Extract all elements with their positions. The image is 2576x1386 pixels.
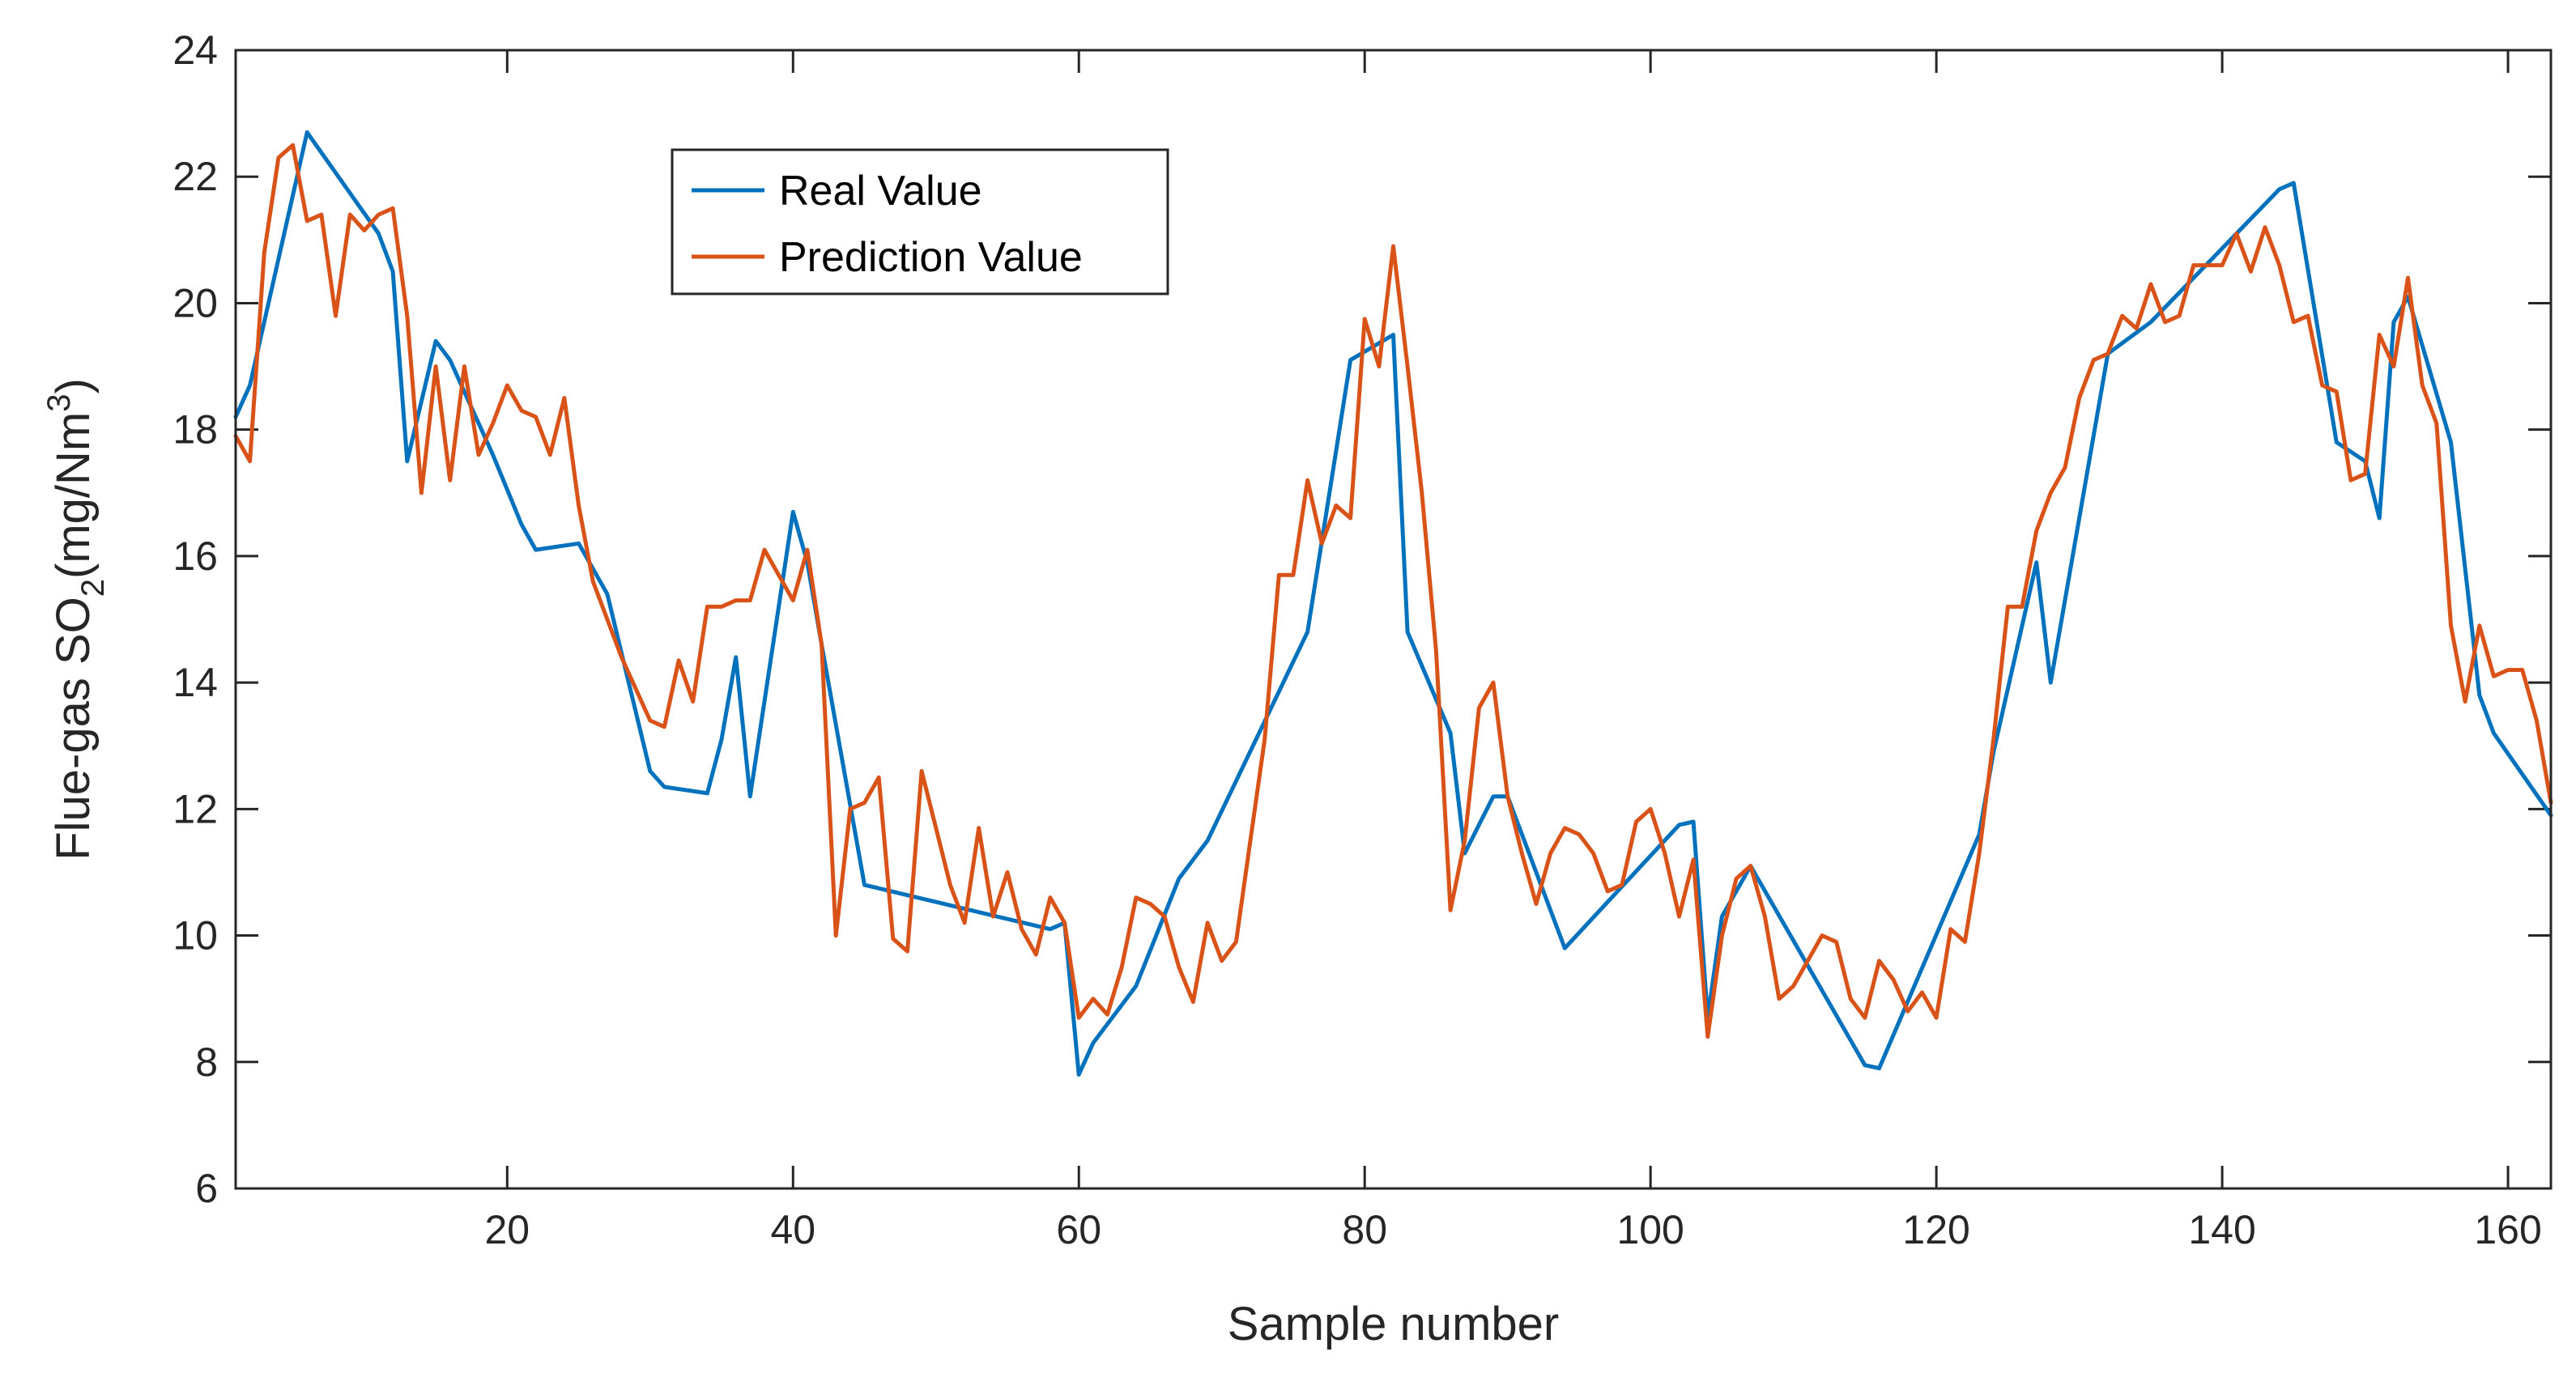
y-tick-label: 24 <box>172 28 218 73</box>
y-axis-label-part: (mg/Nm <box>47 412 100 579</box>
y-tick-label: 8 <box>195 1040 218 1085</box>
y-axis-label-superscript: 3 <box>41 394 77 412</box>
y-tick-label: 16 <box>172 534 218 579</box>
legend: Real Value Prediction Value <box>671 148 1169 295</box>
x-tick-label: 160 <box>2474 1207 2541 1252</box>
plot-frame <box>234 49 2553 1190</box>
y-axis-ticks: 6 8 10 12 14 16 18 20 22 24 <box>172 28 2551 1211</box>
x-tick-label: 40 <box>770 1207 815 1252</box>
legend-box <box>671 148 1169 295</box>
y-axis-label-part: ) <box>47 378 100 393</box>
y-tick-label: 22 <box>172 154 218 199</box>
x-tick-label: 140 <box>2188 1207 2255 1252</box>
y-tick-label: 20 <box>172 280 218 325</box>
x-tick-label: 20 <box>485 1207 530 1252</box>
x-tick-label: 60 <box>1056 1207 1101 1252</box>
y-tick-label: 6 <box>195 1166 218 1211</box>
y-axis-label-part: Flue-gas SO <box>47 597 100 861</box>
x-axis-label: Sample number <box>1228 1298 1559 1350</box>
y-tick-label: 18 <box>172 407 218 453</box>
legend-label-prediction-value: Prediction Value <box>779 234 1083 281</box>
y-tick-label: 10 <box>172 913 218 959</box>
x-tick-label: 80 <box>1342 1207 1387 1252</box>
x-tick-label: 100 <box>1616 1207 1684 1252</box>
legend-label-real-value: Real Value <box>779 168 982 215</box>
y-tick-label: 12 <box>172 786 218 831</box>
series-layer <box>233 130 2553 1077</box>
x-axis-ticks: 20 40 60 80 100 120 140 160 <box>485 50 2542 1252</box>
y-tick-label: 14 <box>172 660 218 705</box>
plot-area <box>236 50 2551 1188</box>
x-tick-label: 120 <box>1902 1207 1969 1252</box>
y-axis-label: Flue-gas SO2(mg/Nm3) <box>41 378 111 861</box>
y-axis-label-subscript: 2 <box>75 579 111 597</box>
series-line-prediction-value <box>233 142 2553 1039</box>
